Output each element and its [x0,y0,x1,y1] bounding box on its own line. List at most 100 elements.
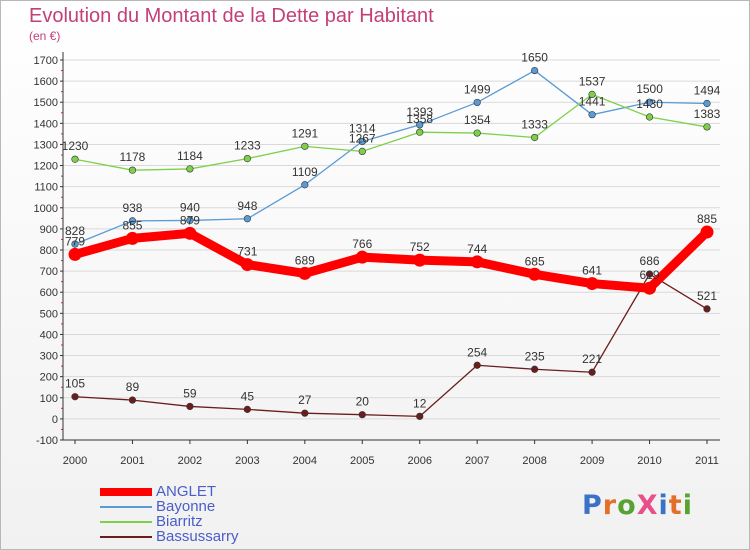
series-line-anglet [70,227,712,293]
data-point [298,266,312,280]
series-line-bassussarry [74,273,708,418]
data-label: 89 [126,380,140,394]
data-label: 27 [298,393,312,407]
data-label: 1291 [291,126,318,140]
data-label: 1178 [120,150,146,164]
data-label: 235 [525,349,545,363]
data-label: 254 [467,345,487,359]
y-tick-label: -100 [36,435,58,447]
data-label: 221 [582,352,602,366]
x-tick-label: 2007 [465,455,489,467]
data-point [531,66,539,75]
data-point [301,409,309,417]
data-label: 59 [183,386,197,400]
data-label: 1499 [464,82,491,96]
data-label: 1383 [694,107,721,121]
legend-label: Bayonne [156,498,216,515]
logo-letter: i [658,490,669,521]
data-label: 938 [122,201,142,215]
data-point [528,267,542,281]
y-tick-label: 1700 [34,55,58,67]
x-tick-label: 2005 [350,455,374,467]
data-point [71,155,79,163]
data-label: 885 [697,212,717,226]
data-label: 1184 [177,149,203,163]
data-point [473,98,481,107]
y-tick-label: 1000 [34,203,58,215]
data-point [473,361,481,369]
logo-letter: r [602,490,618,521]
data-point [588,90,596,99]
data-point [301,142,309,150]
data-point [531,365,539,373]
data-label: 1650 [521,51,548,65]
grid [63,59,720,441]
data-label: 1358 [406,112,433,126]
data-point [183,226,197,240]
data-point [588,111,596,119]
data-point [703,123,711,131]
data-label: 619 [640,268,660,282]
data-point [186,216,194,225]
data-label: 1109 [292,165,318,179]
data-label: 879 [180,213,200,227]
data-label: 686 [640,254,660,268]
data-label: 752 [410,240,430,254]
y-tick-label: 900 [40,224,58,236]
y-tick-label: 0 [52,414,58,426]
data-label: 12 [413,396,427,410]
data-point [243,405,251,413]
data-point [588,368,596,376]
x-tick-label: 2011 [695,455,719,467]
data-point [358,147,366,156]
data-point [240,258,254,272]
data-point [358,137,366,146]
x-tick-label: 2003 [235,455,259,467]
y-tick-label: 1500 [34,97,58,109]
y-tick-label: 1100 [34,182,58,194]
legend-swatch [100,488,152,496]
data-point [645,98,654,106]
legend-label: Bassussarry [156,528,239,545]
y-tick-label: 200 [40,372,58,384]
data-label: 20 [356,395,370,409]
y-tick-label: 1400 [34,118,58,130]
data-point [128,166,137,174]
data-label: 105 [65,377,85,391]
data-point [413,253,427,267]
y-tick-label: 1300 [34,139,58,151]
legend-swatch [100,506,152,508]
data-point [128,217,137,225]
axes: -100 0 100 200 300 400 500 600 700 800 900 1000 1100… [34,52,720,467]
y-tick-label: 600 [40,287,58,299]
logo-letter: o [617,490,637,521]
legend-swatch [100,536,152,538]
data-point [71,240,79,248]
series-layer [68,66,714,420]
data-label: 1314 [349,121,376,135]
logo-letter: t [668,490,683,521]
series-line-biarritz [74,93,708,171]
data-point [71,393,79,401]
data-label: 1500 [636,82,663,96]
x-tick-label: 2009 [580,455,604,467]
x-tick-label: 2001 [120,455,144,467]
chart-subtitle: (en €) [29,29,61,43]
data-label: 940 [180,200,200,214]
y-tick-label: 1200 [34,161,58,173]
y-tick-label: 500 [40,308,58,320]
x-tick-label: 2000 [63,455,87,467]
data-point [470,255,484,269]
x-tick-label: 2004 [293,455,317,467]
data-point [128,396,137,404]
data-label: 828 [65,224,85,238]
logo-letter: P [582,490,603,521]
data-label: 948 [237,199,257,213]
y-tick-label: 1600 [34,76,58,88]
data-point [68,247,82,261]
data-point [416,121,424,129]
legend-label: ANGLET [156,483,217,500]
data-label: 45 [241,389,255,403]
data-label: 731 [237,245,257,259]
